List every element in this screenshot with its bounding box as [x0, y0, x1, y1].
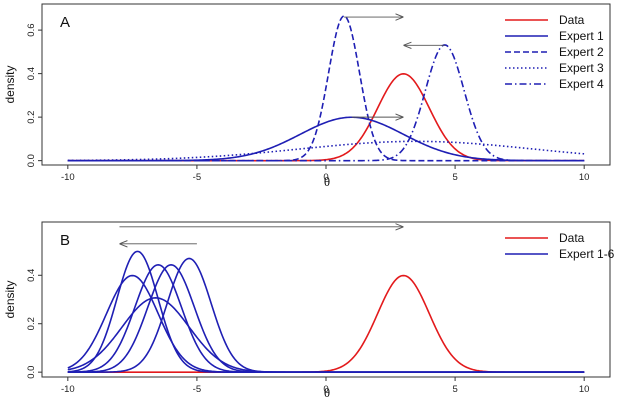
y-tick-label: 0.0: [26, 366, 37, 379]
series-expert-3: [67, 140, 585, 162]
x-tick-label: 0: [323, 172, 328, 183]
plot-area: [67, 15, 585, 162]
x-tick-label: 5: [452, 172, 457, 183]
y-tick-label: 0.2: [26, 317, 37, 330]
series-expert-4: [67, 44, 585, 162]
series-expert-1-6-curve-3: [67, 297, 585, 373]
series-expert-2: [67, 15, 585, 162]
x-tick-label: 5: [452, 384, 457, 395]
legend-entry: Expert 1-6: [559, 247, 615, 261]
x-tick-label: -10: [61, 172, 75, 183]
y-tick-label: 0.6: [26, 23, 37, 36]
series-expert-1: [67, 116, 585, 162]
legend-entry: Data: [559, 13, 585, 27]
y-tick-label: 0.4: [26, 269, 37, 282]
x-tick-label: -5: [193, 172, 201, 183]
legend-entry: Expert 3: [559, 61, 604, 75]
legend-entry: Expert 4: [559, 77, 604, 91]
y-tick-label: 0.2: [26, 111, 37, 124]
legend-entry: Expert 2: [559, 45, 604, 59]
x-axis-label: θ: [324, 385, 330, 400]
x-tick-label: -10: [61, 384, 75, 395]
panel-label: B: [60, 232, 70, 249]
y-tick-label: 0.4: [26, 67, 37, 80]
legend: Data Expert 1-6: [505, 231, 615, 261]
x-axis-label: θ: [324, 174, 330, 189]
series-expert-1-6-curve-1: [67, 250, 585, 373]
series-expert-1-6-curve-6: [67, 257, 585, 373]
panel-a: -10 -5 0 5 10 0.0 0.2 0.4 0.6 θ density A Data Expert…: [3, 3, 611, 189]
plot-area: [67, 250, 585, 373]
legend: Data Expert 1 Expert 2 Expert 3 Expert 4: [505, 13, 604, 91]
x-tick-label: 10: [579, 384, 590, 395]
x-tick-label: -5: [193, 384, 201, 395]
y-axis-label: density: [3, 65, 17, 103]
x-tick-label: 10: [579, 172, 590, 183]
y-tick-label: 0.0: [26, 154, 37, 167]
panel-label: A: [60, 14, 70, 31]
panel-b: -10 -5 0 5 10 0.0 0.2 0.4 θ density B Data Expert 1-…: [3, 221, 615, 400]
x-tick-label: 0: [323, 384, 328, 395]
legend-entry: Data: [559, 231, 585, 245]
legend-entry: Expert 1: [559, 29, 604, 43]
y-axis-label: density: [3, 280, 17, 318]
